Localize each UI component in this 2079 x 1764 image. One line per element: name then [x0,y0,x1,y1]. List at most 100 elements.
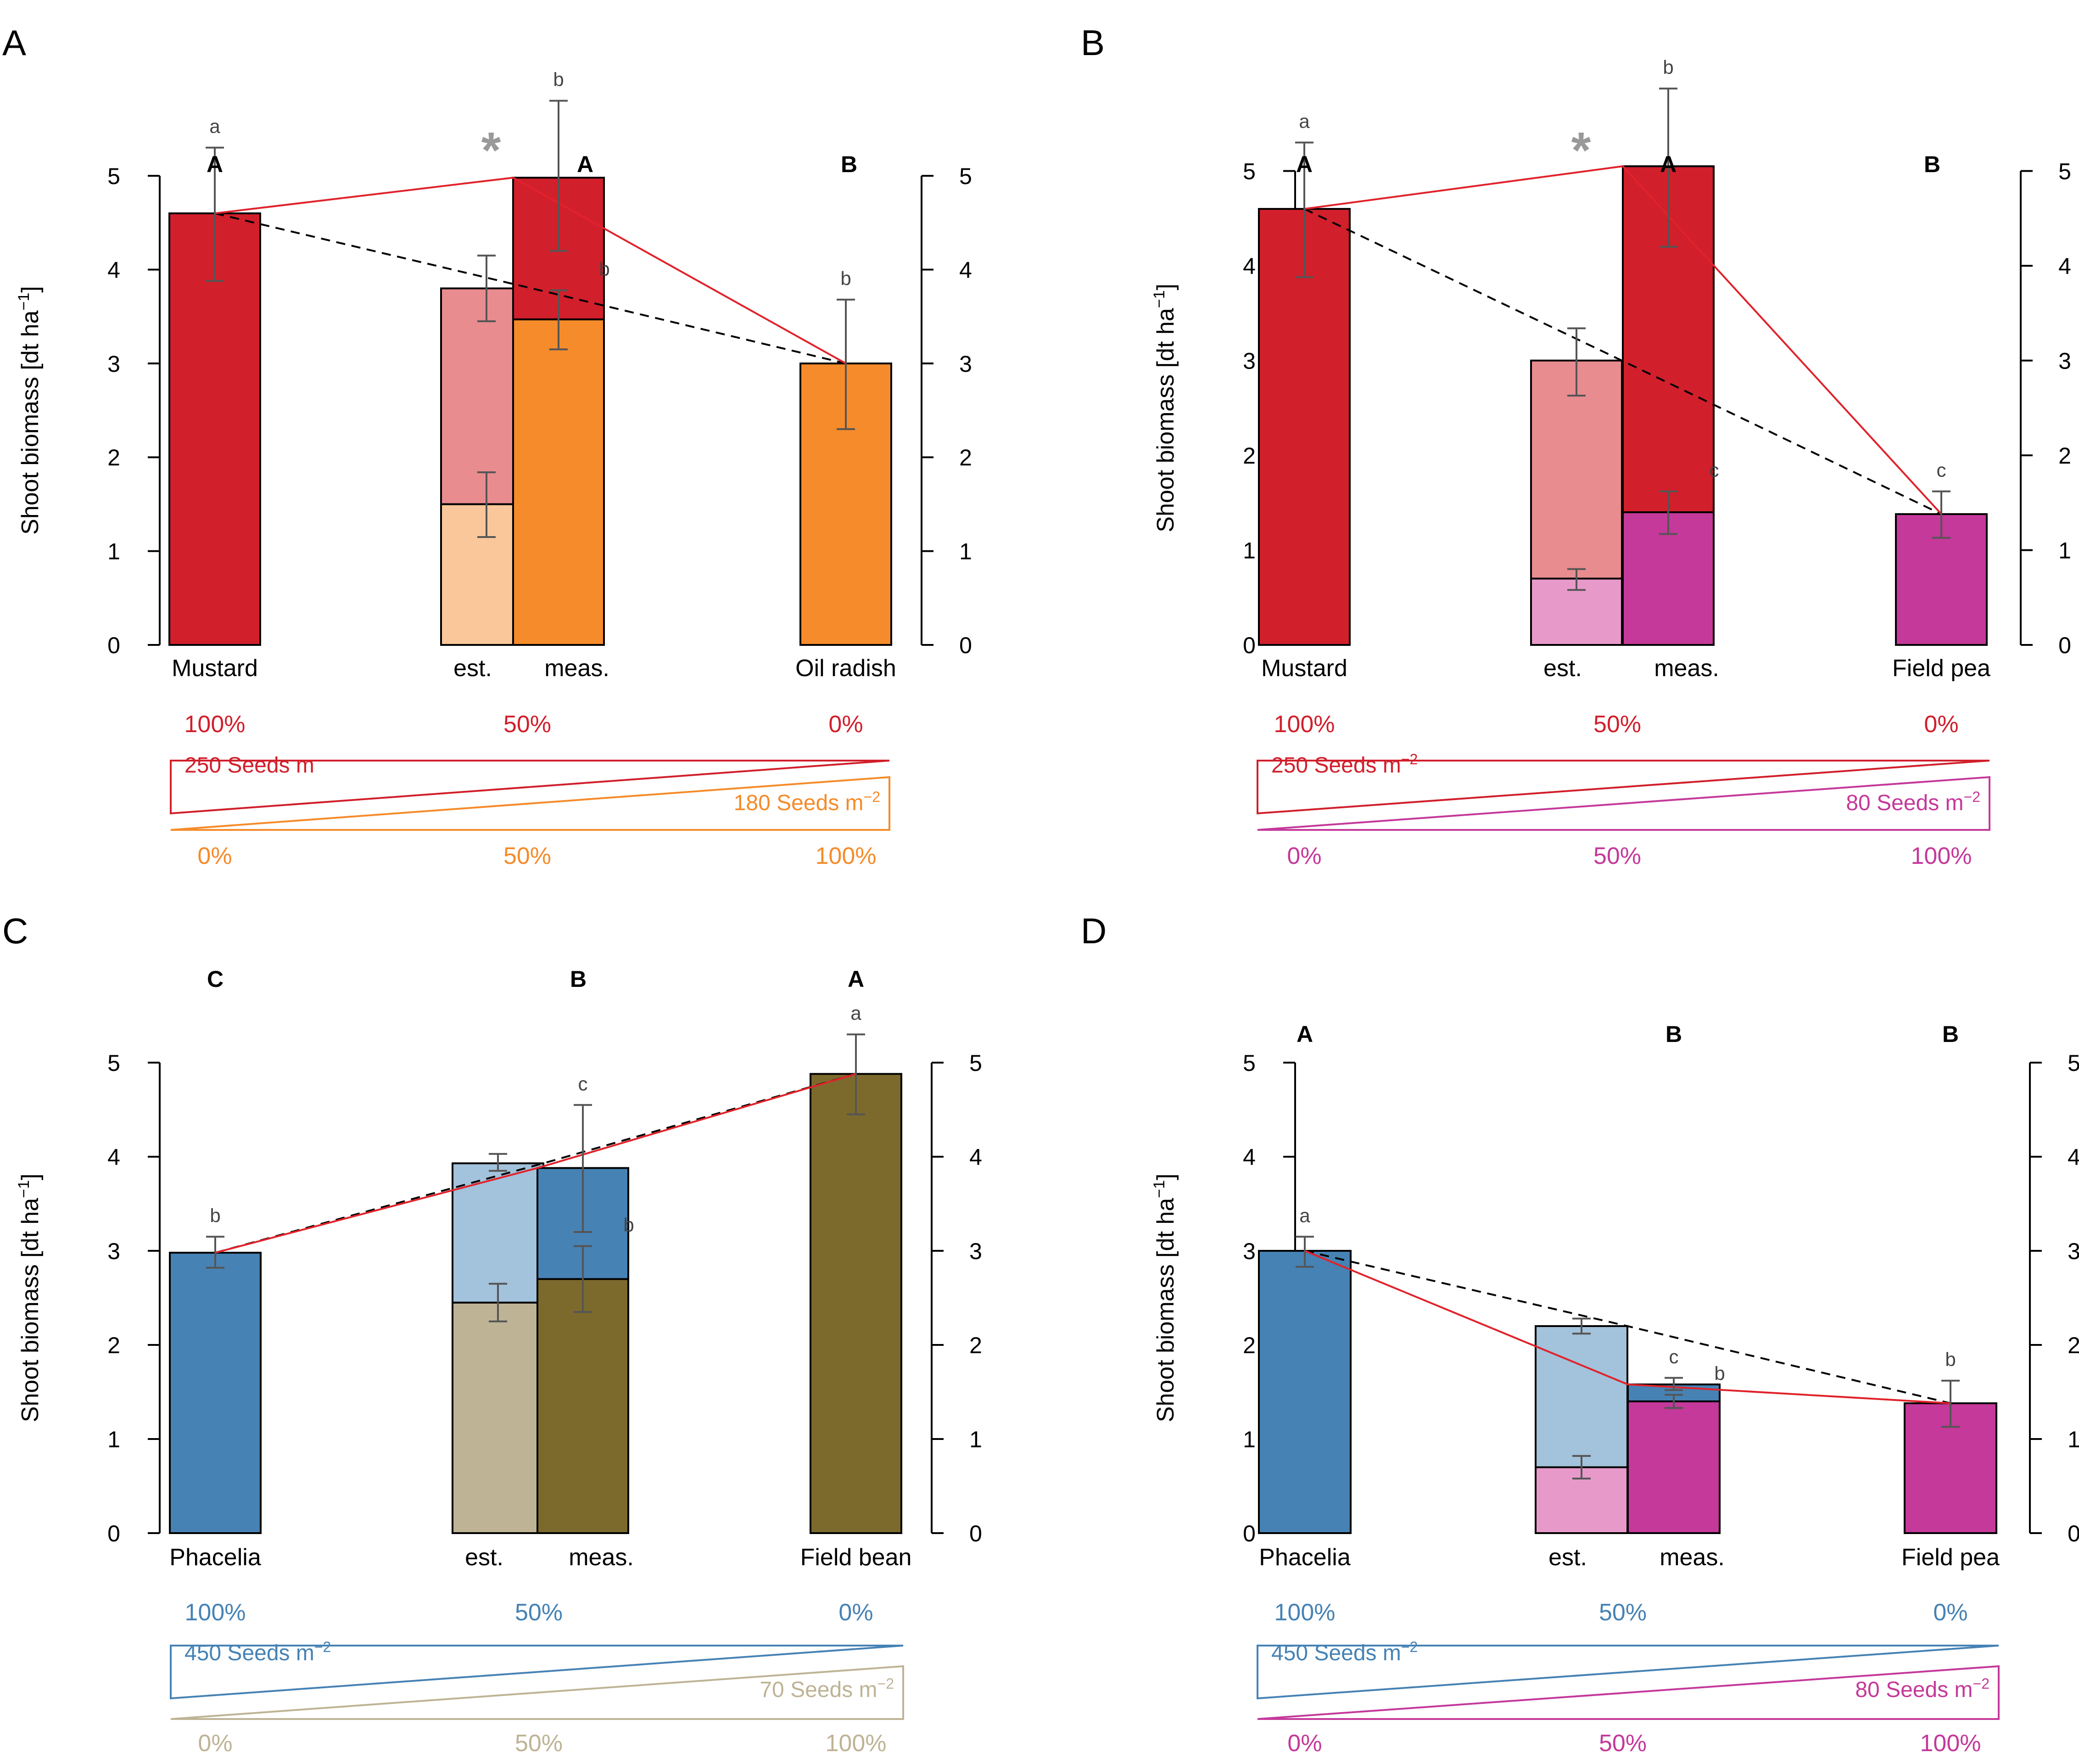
mix-pct-bottom: 0% [1287,843,1321,869]
panel-d: D 0 0 1 1 2 2 3 3 4 4 5 5 Shoot biomass [dt ha−1] a c b b… [1081,911,2079,1757]
tick-label-right: 2 [2068,1333,2079,1358]
group-letter: B [1942,1021,1959,1047]
mix-pct-bottom: 100% [1911,843,1972,869]
y-axis-title: Shoot biomass [dt ha−1] [1151,1174,1179,1422]
mix-pct-bottom: 50% [1593,843,1641,869]
tick-label-left: 5 [1243,159,1256,185]
mix-pct-top: 0% [828,711,863,738]
group-letter: A [1296,151,1313,177]
tick-label-left: 3 [107,1238,120,1264]
mix-pct-top: 100% [1274,711,1335,738]
panel-b: B 0 0 1 1 2 2 3 3 4 4 5 5 Shoot biomass [dt ha−1] a b c c… [1081,22,2071,869]
mix-pct-top: 50% [1593,711,1641,738]
bar-meas-bottom [537,1278,629,1534]
sig-letter-meas-bottom: b [623,1214,634,1236]
tick-label-left: 3 [1243,1238,1256,1264]
panel-a: A 0 0 1 1 2 2 3 3 4 4 5 5 Shoot biomass [dt ha−1] a b b b… [2,22,972,869]
tick-label-left: 2 [107,445,120,470]
bar-meas-bottom [512,318,605,646]
tick-label-left: 0 [1243,1521,1256,1546]
mix-pct-bottom: 0% [197,843,232,869]
panel-letter: D [1081,911,1107,951]
panel-letter: C [2,911,28,951]
seed-label-top: 250 Seeds m [184,753,314,778]
tick-label-right: 5 [2058,159,2071,185]
seed-wedge-bottom [170,776,890,831]
group-letter: B [1924,151,1940,177]
red-measured-line [1304,165,1942,515]
seed-label-bottom: 180 Seeds m−2 [734,789,880,815]
red-measured-line [214,177,846,364]
tick-label-right: 3 [969,1238,982,1264]
tick-label-right: 1 [969,1427,982,1452]
mix-pct-bottom: 50% [515,1730,563,1757]
seed-label-top: 250 Seeds m−2 [1271,751,1418,778]
dashed-expected-line [215,1073,856,1254]
seed-label-top: 450 Seeds m−2 [1271,1639,1418,1665]
bar-est-top [452,1162,544,1304]
sig-letter-meas-top: b [553,68,564,90]
tick-label-left: 5 [107,163,120,189]
panel-c: C 0 0 1 1 2 2 3 3 4 4 5 5 Shoot biomass [dt ha−1] b c b a… [2,911,982,1757]
seed-label-bottom: 80 Seeds m−2 [1855,1675,1990,1702]
category-label: est. [465,1544,503,1571]
tick-label-left: 4 [107,257,120,283]
mix-pct-bottom: 0% [1287,1730,1322,1757]
tick-label-right: 5 [959,163,972,189]
sig-letter-mono-left: b [210,1204,220,1226]
sig-letter-mono-right: b [1945,1349,1956,1370]
seed-wedge-bottom [1257,776,1990,831]
tick-label-left: 1 [107,1427,120,1452]
category-label: Phacelia [169,1544,261,1571]
category-label: Phacelia [1259,1544,1351,1571]
mix-pct-top: 0% [1933,1599,1967,1626]
category-label: est. [1543,655,1582,682]
tick-label-left: 5 [1243,1050,1256,1076]
tick-label-right: 0 [969,1521,982,1546]
significance-asterisk: * [1571,122,1591,179]
sig-letter-meas-bottom: b [599,258,609,280]
group-letter: A [1660,151,1677,177]
tick-label-right: 2 [969,1333,982,1358]
dashed-expected-line [1304,1250,1951,1405]
tick-label-left: 3 [107,351,120,377]
tick-label-right: 4 [969,1144,982,1170]
sig-letter-meas-top: c [1669,1346,1679,1367]
group-letter: B [1665,1021,1682,1047]
category-label: Mustard [172,655,258,682]
bar-meas-bottom [1627,1400,1721,1534]
bar-est-bottom [452,1301,544,1534]
bar-est-top [1535,1325,1628,1468]
group-letter: C [207,966,224,992]
tick-label-right: 4 [2058,253,2071,279]
tick-label-left: 0 [1243,633,1256,658]
tick-label-right: 4 [2068,1144,2079,1170]
mix-pct-top: 0% [838,1599,873,1626]
seed-wedge-bottom [170,1665,904,1720]
sig-letter-mono-right: b [840,268,851,289]
bar-mono-left [168,212,261,646]
tick-label-right: 4 [959,257,972,283]
red-measured-line [215,1073,856,1254]
category-label: Field pea [1901,1544,2000,1571]
mix-pct-bottom: 50% [1599,1730,1647,1757]
tick-label-left: 2 [1243,1333,1256,1358]
sig-letter-meas-bottom: c [1710,459,1719,481]
sig-letter-mono-right: c [1937,459,1946,481]
tick-label-right: 3 [2068,1238,2079,1264]
tick-label-right: 2 [959,445,972,470]
sig-letter-meas-top: b [1663,56,1673,78]
tick-label-right: 0 [2068,1521,2079,1546]
significance-asterisk: * [481,122,501,179]
tick-label-left: 0 [107,1521,120,1546]
seed-label-bottom: 80 Seeds m−2 [1846,789,1980,815]
dashed-expected-line [1304,208,1942,515]
bar-mono-left [169,1252,262,1534]
tick-label-right: 3 [2058,348,2071,374]
tick-label-left: 3 [1243,348,1256,374]
sig-letter-meas-top: c [578,1073,588,1094]
seed-wedge-top [170,1645,904,1700]
tick-label-left: 1 [107,539,120,565]
mix-pct-bottom: 100% [816,843,877,869]
tick-label-right: 5 [2068,1050,2079,1076]
